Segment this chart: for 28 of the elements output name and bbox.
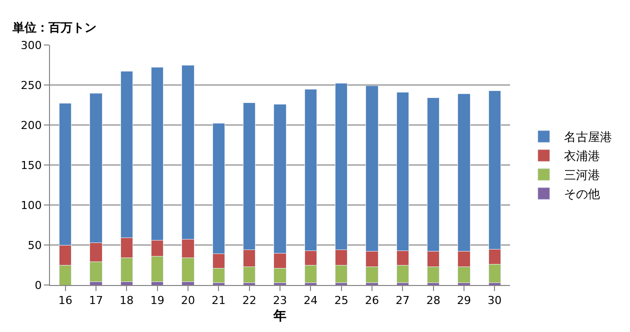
x-tick-label: 22 bbox=[242, 294, 256, 308]
y-tick-label: 250 bbox=[20, 78, 42, 92]
x-tick-label: 20 bbox=[181, 294, 195, 308]
x-tick-label: 16 bbox=[58, 294, 72, 308]
y-tick-label: 100 bbox=[20, 198, 42, 212]
legend-label: その他 bbox=[564, 187, 600, 202]
x-tick-label: 18 bbox=[120, 294, 134, 308]
y-tick-label: 0 bbox=[34, 278, 42, 292]
chart-title: 単位：百万トン bbox=[12, 20, 97, 35]
y-tick-label: 300 bbox=[20, 38, 42, 52]
x-tick-label: 26 bbox=[365, 294, 379, 308]
x-tick-label: 17 bbox=[89, 294, 103, 308]
x-tick-label: 29 bbox=[457, 294, 471, 308]
x-tick-label: 23 bbox=[273, 294, 287, 308]
legend-label: 衣浦港 bbox=[564, 149, 600, 164]
x-tick-label: 30 bbox=[488, 294, 502, 308]
x-tick-label: 27 bbox=[396, 294, 410, 308]
x-tick-label: 28 bbox=[426, 294, 440, 308]
x-axis-title: 年 bbox=[272, 308, 286, 324]
x-tick-label: 24 bbox=[304, 294, 318, 308]
x-tick-label: 19 bbox=[150, 294, 164, 308]
x-tick-label: 21 bbox=[212, 294, 226, 308]
legend-label: 名古屋港 bbox=[564, 130, 612, 144]
y-tick-label: 150 bbox=[20, 158, 42, 172]
legend-label: 三河港 bbox=[564, 168, 600, 182]
x-tick-label: 25 bbox=[334, 294, 348, 308]
y-tick-label: 50 bbox=[28, 238, 42, 252]
y-tick-label: 200 bbox=[20, 118, 42, 132]
